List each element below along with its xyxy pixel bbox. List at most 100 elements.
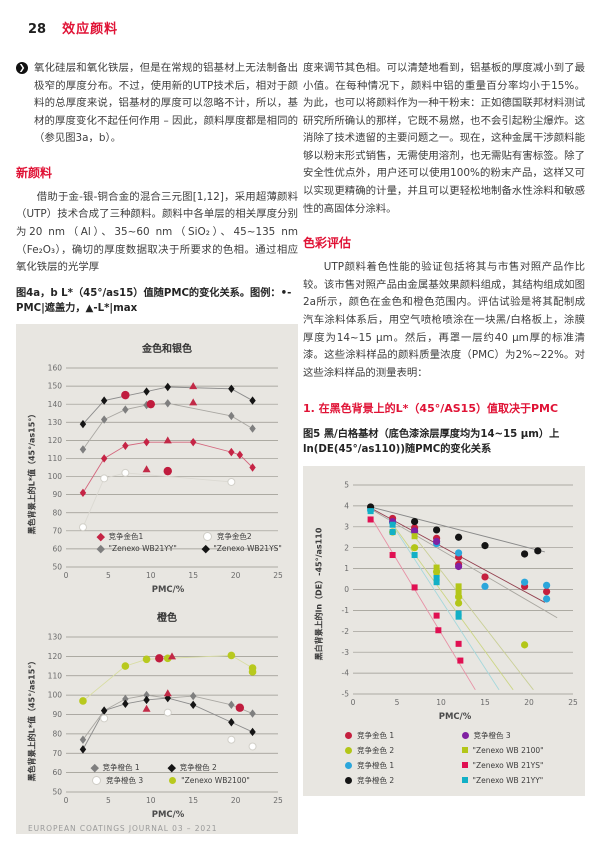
circle-legend-marker-icon (461, 731, 469, 739)
svg-text:120: 120 (48, 652, 63, 661)
figure5-caption: 图5 黑/白格基材（底色漆涂层厚度均为14~15 μm）上 ln(DE(45°/… (303, 429, 560, 456)
legend-item: 竞争金色2 (202, 531, 282, 542)
legend-label: 竞争金色1 (108, 532, 144, 542)
chart-orange: 50 60 70 80 90 100 110 120 130 0 5 10 15 20 25 (48, 633, 283, 805)
svg-text:15: 15 (188, 796, 198, 805)
chart-gold-silver-legend: 竞争金色1 竞争金色2 "Zenexo WB21YY" "Zenexo WB21YS" (96, 531, 282, 554)
circle-legend-marker-icon (345, 731, 352, 739)
legend-item: 竞争橙色 2 (345, 775, 428, 786)
legend-label: "Zenexo WB 2100" (472, 745, 544, 755)
svg-text:0: 0 (351, 698, 356, 707)
heading-new-pigments: 新颜料 (16, 165, 53, 180)
legend-item: "Zenexo WB21YS" (201, 544, 282, 554)
subheading-pmc: 1. 在黑色背景上的L*（45°/AS15）值取决于PMC (303, 402, 559, 416)
svg-text:20: 20 (231, 796, 241, 805)
svg-text:15: 15 (188, 571, 198, 580)
chart-lnde-ylabel: 黑白背景上的ln（DE）-45°/as110 (314, 527, 324, 661)
circle-legend-marker-icon (92, 776, 101, 786)
chart-orange-legend: 竞争橙色 1 竞争橙色 2 竞争橙色 3 "Zenexo WB2100" (90, 762, 250, 786)
chart-gold-silver: 50 60 70 80 90 100 110 120 130 140 150 160 0 5 10 15 20 2… (48, 364, 283, 580)
evaluation-paragraph: UTP颜料着色性能的验证包括将其与市售对照产品作比较。该市售对照产品由金属基效果… (303, 261, 585, 379)
svg-text:60: 60 (52, 545, 62, 554)
svg-text:1: 1 (344, 564, 349, 573)
chart-gold-silver-title: 金色和银色 (142, 344, 192, 356)
intro-paragraph: 氧化硅层和氧化铁层，但是在常规的铝基材上无法制备出极窄的厚度分布。不过，使用新的… (34, 62, 298, 145)
legend-label: 竞争橙色 3 (106, 776, 144, 786)
svg-text:90: 90 (52, 710, 62, 719)
legend-item: 竞争橙色 3 (92, 775, 143, 786)
legend-item: 竞争金色 2 (345, 745, 428, 756)
chart-gold-silver-xlabel: PMC/% (151, 585, 185, 596)
svg-text:130: 130 (48, 418, 63, 427)
svg-text:80: 80 (52, 509, 62, 518)
svg-text:140: 140 (48, 400, 63, 409)
circle-legend-marker-icon (345, 776, 352, 784)
svg-text:50: 50 (52, 563, 62, 572)
svg-text:70: 70 (52, 527, 62, 536)
svg-text:5: 5 (344, 480, 349, 489)
svg-text:2: 2 (344, 543, 349, 552)
svg-text:-3: -3 (342, 648, 350, 657)
chart-lnde-legend: 竞争金色 1 竞争金色 2 竞争橙色 1 竞争橙色 2 竞争橙色 3 "Zenexo WB… (345, 730, 577, 786)
svg-text:-2: -2 (342, 627, 350, 636)
svg-text:5: 5 (106, 796, 111, 805)
svg-text:0: 0 (64, 796, 69, 805)
legend-item: "Zenexo WB21YY" (96, 544, 177, 554)
legend-item: "Zenexo WB 21YS" (461, 760, 577, 771)
circle-legend-marker-icon (169, 777, 177, 785)
svg-text:50: 50 (52, 788, 62, 797)
svg-text:150: 150 (48, 382, 63, 391)
right-column: 度来调节其色相。可以清楚地看到，铝基板的厚度减小到了最小值。在每种情况下，颜料中… (303, 60, 585, 796)
chart-gold-silver-plot: 黑色背景上的L*值（45°/as15°） 50 60 70 80 90 100 110 120… (24, 361, 290, 583)
svg-text:110: 110 (48, 454, 63, 463)
svg-text:25: 25 (568, 698, 578, 707)
diamond-legend-marker-icon (96, 532, 105, 541)
svg-text:100: 100 (48, 472, 63, 481)
svg-text:25: 25 (273, 796, 283, 805)
journal-footer: EUROPEAN COATINGS JOURNAL 03 – 2021 (28, 824, 218, 833)
new-pigments-paragraph: 借助于金-银-铜合金的混合三元图[1,12]，采用超薄颜料（UTP）技术合成了三… (16, 190, 298, 274)
intro-paragraph-row: ❯ 氧化硅层和氧化铁层，但是在常规的铝基材上无法制备出极窄的厚度分布。不过，使用… (16, 60, 298, 148)
chart-orange-xlabel: PMC/% (151, 810, 185, 821)
legend-label: "Zenexo WB 21YY" (472, 775, 544, 785)
svg-text:5: 5 (395, 698, 400, 707)
square-legend-marker-icon (461, 762, 468, 769)
chart-lnde-plot: 黑白背景上的ln（DE）-45°/as110 -5 -4 -3 -2 -1 0 1 2 3 4 5 0… (311, 478, 578, 710)
svg-text:80: 80 (52, 730, 62, 739)
chart-lnde-xlabel: PMC/% (438, 711, 472, 722)
diamond-legend-marker-icon (168, 763, 176, 772)
legend-item: 竞争金色1 (96, 531, 177, 542)
svg-text:25: 25 (273, 571, 283, 580)
svg-text:4: 4 (344, 501, 349, 510)
legend-label: 竞争金色2 (216, 532, 252, 542)
legend-item: "Zenexo WB2100" (169, 775, 250, 786)
svg-text:-1: -1 (342, 606, 350, 615)
svg-text:10: 10 (436, 698, 446, 707)
chart-orange-ylabel: 黑色背景上的L*值（45°/as15°） (27, 657, 37, 782)
left-column: ❯ 氧化硅层和氧化铁层，但是在常规的铝基材上无法制备出极窄的厚度分布。不过，使用… (16, 60, 298, 835)
svg-text:10: 10 (146, 796, 156, 805)
svg-text:0: 0 (64, 571, 69, 580)
svg-text:160: 160 (48, 364, 63, 373)
svg-text:110: 110 (48, 672, 63, 681)
svg-text:3: 3 (344, 522, 349, 531)
chart-lnde: -5 -4 -3 -2 -1 0 1 2 3 4 5 0 5 10 15 20 25 (342, 480, 578, 707)
svg-text:20: 20 (524, 698, 534, 707)
legend-label: "Zenexo WB21YY" (108, 544, 177, 554)
legend-item: 竞争金色 1 (345, 730, 428, 741)
circle-legend-marker-icon (345, 746, 352, 754)
legend-label: 竞争橙色 2 (357, 775, 395, 785)
svg-text:130: 130 (48, 633, 63, 642)
legend-label: 竞争金色 2 (357, 745, 395, 755)
legend-item: "Zenexo WB 21YY" (461, 775, 577, 786)
diamond-legend-marker-icon (96, 544, 105, 553)
legend-label: 竞争橙色 3 (473, 730, 511, 740)
continuation-bullet-icon: ❯ (16, 62, 28, 74)
svg-text:10: 10 (146, 571, 156, 580)
svg-text:-5: -5 (342, 689, 350, 698)
svg-text:20: 20 (231, 571, 241, 580)
legend-label: "Zenexo WB21YS" (213, 544, 282, 554)
legend-label: 竞争橙色 1 (357, 760, 395, 770)
section-title: 效应颜料 (62, 22, 119, 37)
